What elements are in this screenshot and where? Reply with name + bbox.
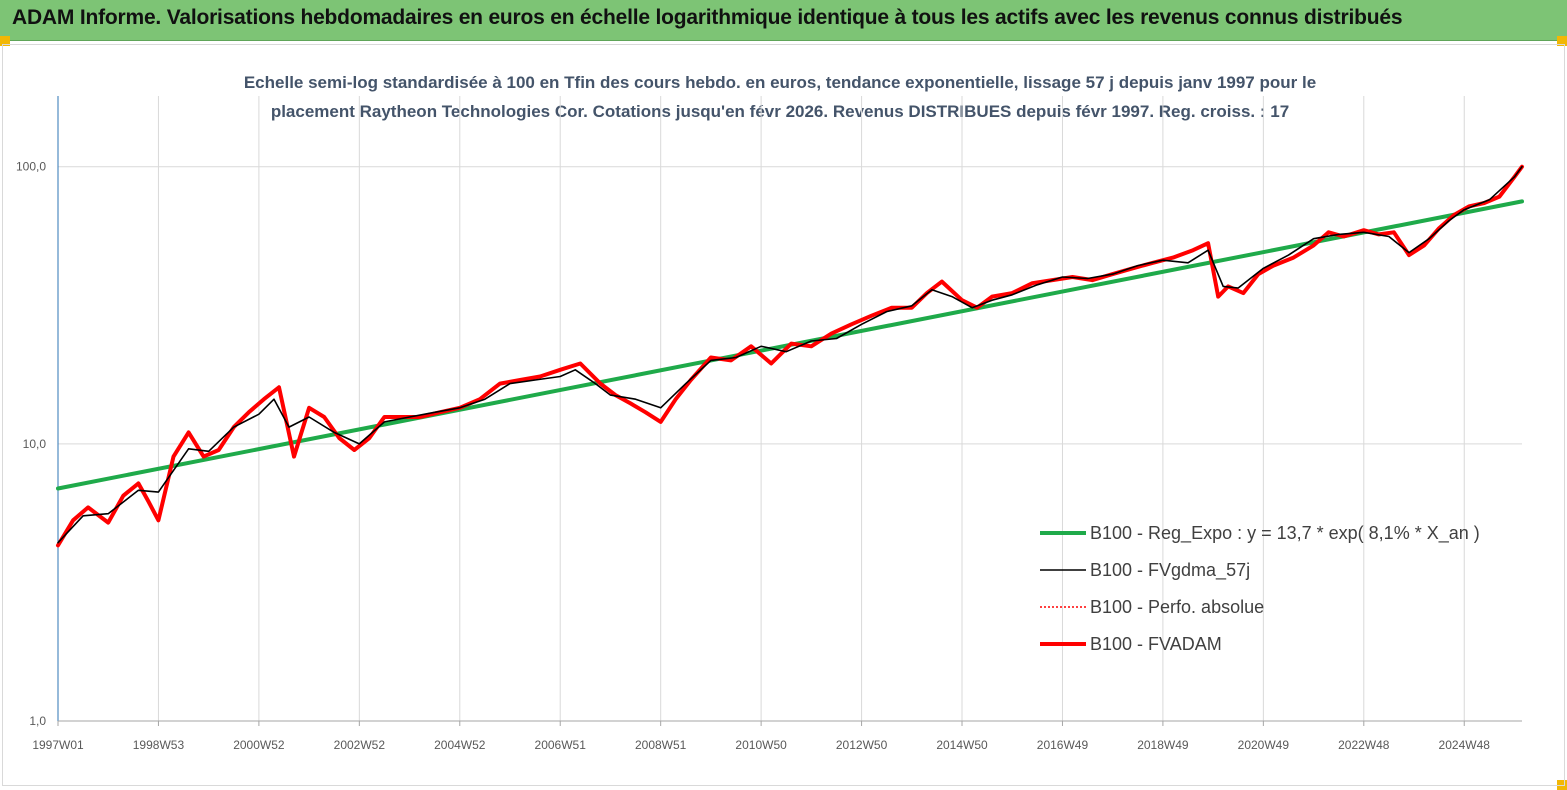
x-tick-label: 2006W51 (535, 738, 587, 752)
title-banner: ADAM Informe. Valorisations hebdomadaire… (0, 0, 1567, 41)
x-tick-label: 2020W49 (1238, 738, 1290, 752)
banner-title: ADAM Informe. Valorisations hebdomadaire… (12, 6, 1403, 29)
x-tick-label: 2022W48 (1338, 738, 1390, 752)
x-tick-label: 2010W50 (735, 738, 787, 752)
x-tick-label: 2016W49 (1037, 738, 1089, 752)
fvgdma-line (57, 165, 1523, 544)
chart-title-line-1: Echelle semi-log standardisée à 100 en T… (243, 73, 1317, 92)
x-tick-label: 2000W52 (233, 738, 285, 752)
x-tick-label: 1997W01 (32, 738, 84, 752)
chart-title-line-2: placement Raytheon Technologies Cor. Cot… (270, 102, 1290, 121)
series-group (56, 164, 1524, 548)
legend-label: B100 - Reg_Expo : y = 13,7 * exp( 8,1% *… (1090, 523, 1480, 544)
legend-label: B100 - FVgdma_57j (1090, 560, 1250, 581)
x-tick-label: 2012W50 (836, 738, 888, 752)
x-tick-label: 2024W48 (1439, 738, 1491, 752)
x-tick-label: 2002W52 (334, 738, 386, 752)
legend: B100 - Reg_Expo : y = 13,7 * exp( 8,1% *… (1040, 523, 1480, 654)
y-tick-label: 1,0 (29, 714, 46, 728)
x-tick-label: 2004W52 (434, 738, 486, 752)
legend-label: B100 - FVADAM (1090, 634, 1222, 654)
x-tick-label: 2014W50 (936, 738, 988, 752)
legend-label: B100 - Perfo. absolue (1090, 597, 1264, 617)
y-tick-label: 100,0 (16, 160, 46, 174)
x-tick-label: 1998W53 (133, 738, 185, 752)
y-tick-label: 10,0 (23, 437, 47, 451)
chart-title: Echelle semi-log standardisée à 100 en T… (150, 68, 1410, 126)
x-tick-label: 2018W49 (1137, 738, 1189, 752)
corner-marker-top-right (1557, 36, 1567, 46)
chart-frame (2, 44, 1565, 786)
perfo-absolue-line (57, 165, 1523, 547)
x-tick-label: 2008W51 (635, 738, 687, 752)
fvadam-line (56, 164, 1524, 548)
axes: 1997W01 1998W53 2000W52 2002W52 2004W52 2006W… (16, 96, 1522, 752)
corner-marker-top-left (0, 36, 10, 46)
gridlines (58, 96, 1522, 722)
